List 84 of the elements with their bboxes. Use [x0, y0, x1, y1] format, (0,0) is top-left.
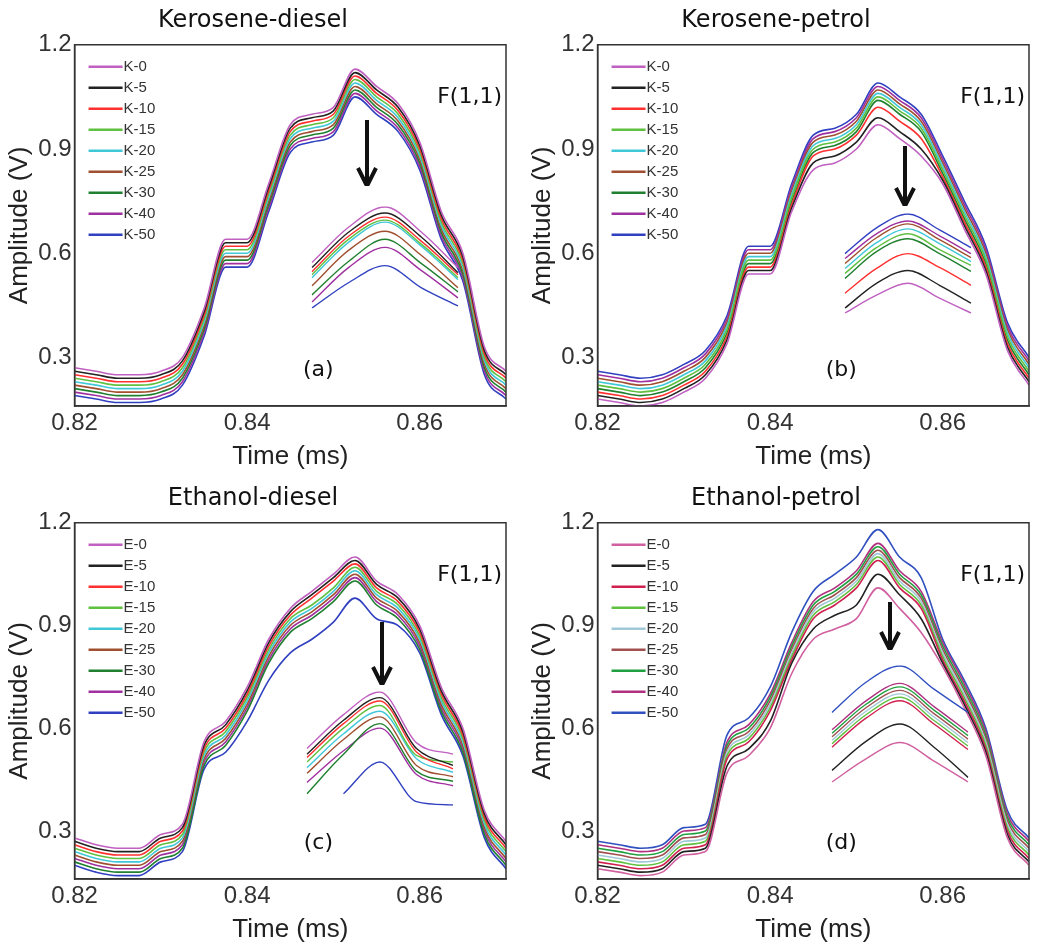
x-tick-label: 0.84 [223, 881, 271, 909]
legend-label: K-30 [123, 182, 156, 200]
y-axis-title: Amplitude (V) [525, 622, 556, 780]
legend-label: K-40 [646, 203, 679, 221]
x-tick-label: 0.82 [574, 881, 621, 909]
x-axis-title: Time (ms) [755, 912, 872, 943]
chart-title: Kerosene-diesel [158, 4, 348, 33]
legend-label: E-30 [646, 660, 679, 678]
legend-label: K-10 [123, 98, 156, 116]
y-tick-label: 0.3 [561, 342, 595, 369]
legend-label: E-5 [123, 555, 147, 573]
y-tick-label: 0.3 [561, 815, 595, 843]
y-tick-label: 0.6 [38, 237, 72, 265]
chart-title: Ethanol-petrol [691, 482, 861, 511]
legend-label: K-0 [123, 56, 147, 74]
y-tick-label: 0.6 [38, 712, 72, 740]
legend-label: E-30 [123, 660, 156, 678]
annotation: (d) [825, 828, 857, 854]
legend-label: K-20 [646, 140, 679, 158]
legend-label: E-25 [123, 639, 156, 657]
legend-label: K-20 [123, 140, 156, 158]
legend-label: E-0 [646, 534, 670, 552]
legend-label: E-20 [646, 618, 679, 636]
legend-label: E-25 [646, 639, 679, 657]
annotation: (a) [303, 355, 334, 381]
legend-label: K-40 [123, 203, 156, 221]
x-tick-label: 0.86 [396, 881, 444, 909]
x-tick-label: 0.82 [574, 408, 621, 436]
y-tick-label: 0.9 [561, 610, 595, 638]
y-axis-title: Amplitude (V) [2, 622, 33, 780]
legend-label: K-15 [646, 119, 679, 137]
y-axis-title: Amplitude (V) [525, 146, 556, 305]
chart-title: Kerosene-petrol [681, 4, 871, 33]
x-tick-label: 0.86 [919, 881, 967, 909]
annotation: (b) [825, 355, 857, 381]
y-tick-label: 1.2 [38, 29, 72, 57]
annotation: F(1,1) [960, 82, 1025, 108]
y-axis-title: Amplitude (V) [2, 146, 33, 305]
annotation: F(1,1) [960, 560, 1025, 586]
legend-label: K-25 [123, 161, 156, 179]
x-tick-label: 0.84 [223, 408, 271, 436]
legend-label: K-15 [123, 119, 156, 137]
legend-label: E-0 [123, 534, 147, 552]
x-tick-label: 0.84 [746, 881, 794, 909]
legend-label: E-15 [646, 597, 679, 615]
legend-label: K-0 [646, 56, 670, 74]
y-tick-label: 0.3 [38, 815, 72, 843]
y-tick-label: 0.6 [561, 237, 595, 265]
x-tick-label: 0.86 [919, 408, 967, 436]
annotation: F(1,1) [437, 82, 502, 108]
annotation: F(1,1) [437, 560, 502, 586]
legend-label: K-5 [646, 77, 670, 95]
y-tick-label: 1.2 [561, 29, 595, 57]
y-tick-label: 1.2 [561, 507, 595, 535]
y-tick-label: 0.9 [38, 133, 72, 161]
legend-label: K-25 [646, 161, 679, 179]
legend-label: E-10 [646, 576, 679, 594]
legend-label: K-10 [646, 98, 679, 116]
y-tick-label: 0.9 [561, 133, 595, 161]
legend-label: E-10 [123, 576, 156, 594]
x-tick-label: 0.84 [746, 408, 794, 436]
legend-label: E-50 [123, 702, 156, 720]
y-tick-label: 0.6 [561, 712, 595, 740]
x-tick-label: 0.86 [396, 408, 444, 436]
legend-label: E-40 [646, 681, 679, 699]
x-tick-label: 0.82 [51, 881, 98, 909]
y-tick-label: 0.3 [38, 342, 72, 369]
x-axis-title: Time (ms) [232, 912, 349, 943]
legend-label: E-15 [123, 597, 156, 615]
legend-label: E-40 [123, 681, 156, 699]
chart-title: Ethanol-diesel [167, 482, 339, 511]
annotation: (c) [303, 828, 333, 854]
legend-label: K-5 [123, 77, 147, 95]
y-tick-label: 1.2 [38, 507, 72, 535]
legend-label: K-50 [646, 224, 679, 242]
legend-label: K-30 [646, 182, 679, 200]
legend-label: E-50 [646, 702, 679, 720]
legend-label: E-5 [646, 555, 670, 573]
x-tick-label: 0.82 [51, 408, 98, 436]
legend-label: E-20 [123, 618, 156, 636]
y-tick-label: 0.9 [38, 610, 72, 638]
legend-label: K-50 [123, 224, 156, 242]
x-axis-title: Time (ms) [755, 439, 872, 470]
x-axis-title: Time (ms) [232, 439, 349, 470]
